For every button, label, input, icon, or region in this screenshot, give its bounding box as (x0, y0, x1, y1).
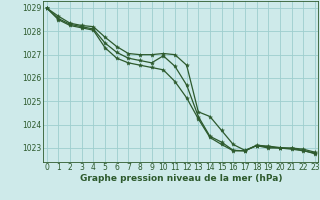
X-axis label: Graphe pression niveau de la mer (hPa): Graphe pression niveau de la mer (hPa) (80, 174, 282, 183)
